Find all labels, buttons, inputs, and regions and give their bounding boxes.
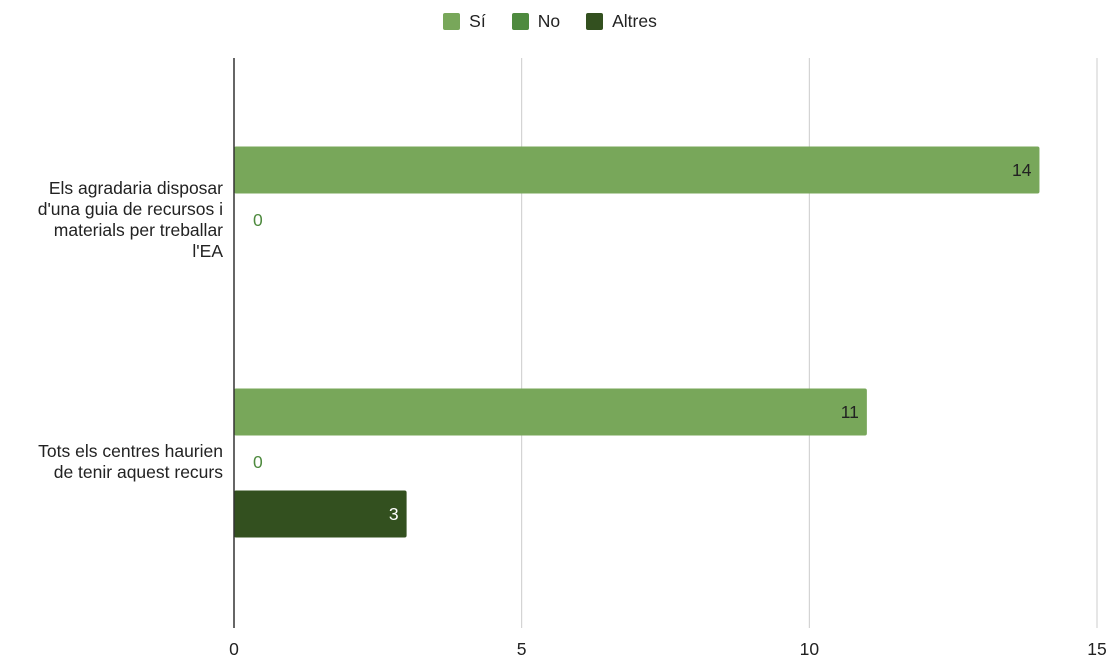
category-label-line: materials per treballar — [53, 220, 223, 240]
category-label-1: Tots els centres haurien de tenir aquest … — [0, 441, 223, 483]
category-label-line: d'una guia de recursos i — [37, 199, 223, 219]
legend-label: Sí — [469, 11, 486, 31]
category-label-line: de tenir aquest recurs — [53, 462, 223, 482]
category-label-0: Els agradaria disposar d'una guia de recu… — [0, 178, 223, 262]
x-tick-label: 5 — [517, 639, 527, 656]
legend-swatch — [443, 13, 461, 30]
data-label: 3 — [389, 504, 399, 524]
x-tick-label: 0 — [229, 639, 239, 656]
bar-sí-1 — [234, 388, 867, 436]
bar-altres-1 — [234, 490, 407, 538]
x-tick-label: 15 — [1087, 639, 1106, 656]
data-label: 14 — [1012, 160, 1032, 180]
chart-legend: Sí No Altres — [0, 11, 1100, 32]
legend-label: Altres — [612, 11, 657, 31]
category-label-line: Tots els centres haurien — [38, 441, 223, 461]
legend-item-no: No — [511, 11, 561, 32]
legend-item-sí: Sí — [443, 11, 486, 32]
data-label: 0 — [253, 452, 263, 472]
legend-label: No — [537, 11, 561, 31]
category-label-line: l'EA — [192, 241, 223, 261]
x-tick-label: 10 — [800, 639, 820, 656]
legend-swatch — [511, 13, 529, 30]
data-label: 11 — [841, 402, 859, 422]
legend-item-altres: Altres — [586, 11, 657, 32]
legend-swatch — [586, 13, 604, 30]
category-label-line: Els agradaria disposar — [48, 178, 223, 198]
data-label: 0 — [253, 210, 263, 230]
bar-sí-0 — [234, 146, 1040, 194]
